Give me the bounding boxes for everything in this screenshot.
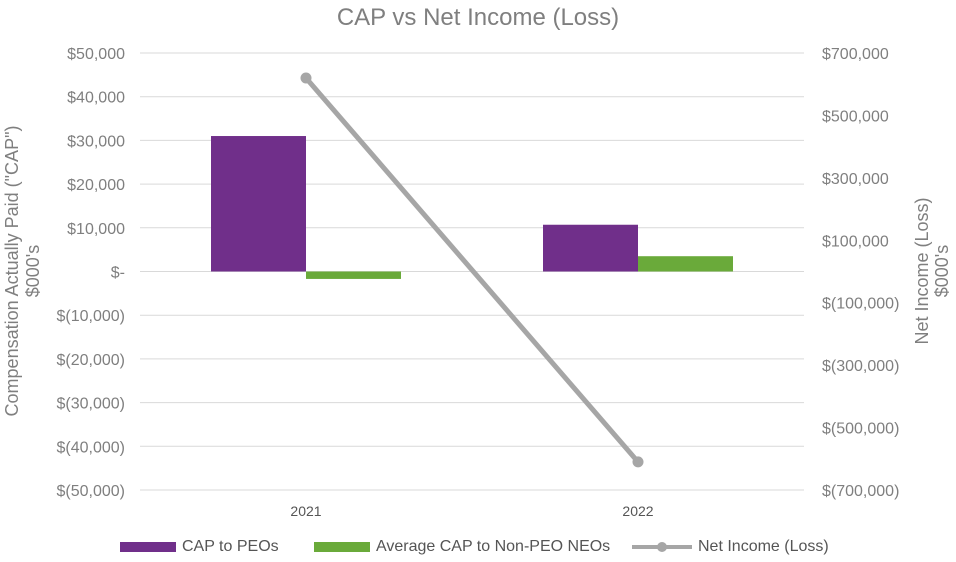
legend-item-cap-peos: CAP to PEOs <box>120 538 279 556</box>
legend: CAP to PEOs Average CAP to Non-PEO NEOs … <box>0 538 956 560</box>
chart-title: CAP vs Net Income (Loss) <box>336 4 620 31</box>
y-left-tick-label: $10,000 <box>67 221 125 238</box>
y-right-axis-title-line1: Net Income (Loss) <box>912 197 932 344</box>
y-left-tick-label: $40,000 <box>67 90 125 107</box>
bar-cap-to-peos-2021 <box>211 136 306 272</box>
net-income-line <box>303 75 641 465</box>
y-right-tick-label: $100,000 <box>822 233 889 250</box>
bar-average-cap-to-non-peo-neos-2022 <box>638 256 733 272</box>
bar-cap-to-peos-2022 <box>543 224 638 272</box>
x-tick-label: 2021 <box>290 503 321 519</box>
y-left-axis-title-line2: $000's <box>23 245 43 297</box>
net-income-point <box>300 72 312 84</box>
y-left-tick-label: $(40,000) <box>57 439 126 456</box>
y-left-tick-label: $(30,000) <box>57 396 126 413</box>
y-left-tick-label: $(50,000) <box>57 483 126 500</box>
legend-label-cap-peos: CAP to PEOs <box>182 538 279 555</box>
net-income-point <box>632 456 644 468</box>
legend-label-avg-cap-neos: Average CAP to Non-PEO NEOs <box>376 538 611 555</box>
legend-label-net-income: Net Income (Loss) <box>698 538 829 555</box>
y-left-tick-label: $20,000 <box>67 177 125 194</box>
legend-swatch-cap-peos <box>120 542 176 552</box>
y-right-tick-label: $500,000 <box>822 108 889 125</box>
y-left-tick-label: $30,000 <box>67 133 125 150</box>
y-right-tick-label: $(700,000) <box>822 483 899 500</box>
y-right-tick-label: $(300,000) <box>822 358 899 375</box>
y-left-axis-title-line1: Compensation Actually Paid ("CAP") <box>2 126 22 417</box>
y-left-tick-label: $- <box>111 265 125 282</box>
y-right-axis-title-line2: $000's <box>932 245 952 297</box>
legend-item-avg-cap-neos: Average CAP to Non-PEO NEOs <box>314 538 610 556</box>
legend-swatch-net-income <box>632 541 692 553</box>
y-right-tick-label: $(100,000) <box>822 296 899 313</box>
y-right-tick-label: $(500,000) <box>822 421 899 438</box>
y-right-tick-label: $700,000 <box>822 46 889 63</box>
y-right-tick-label: $300,000 <box>822 171 889 188</box>
y-left-tick-label: $50,000 <box>67 46 125 63</box>
legend-item-net-income: Net Income (Loss) <box>632 538 829 556</box>
bar-average-cap-to-non-peo-neos-2021 <box>306 271 401 279</box>
y-left-tick-label: $(20,000) <box>57 352 126 369</box>
y-left-tick-label: $(10,000) <box>57 308 126 325</box>
x-tick-label: 2022 <box>622 503 653 519</box>
legend-swatch-avg-cap-neos <box>314 542 370 552</box>
